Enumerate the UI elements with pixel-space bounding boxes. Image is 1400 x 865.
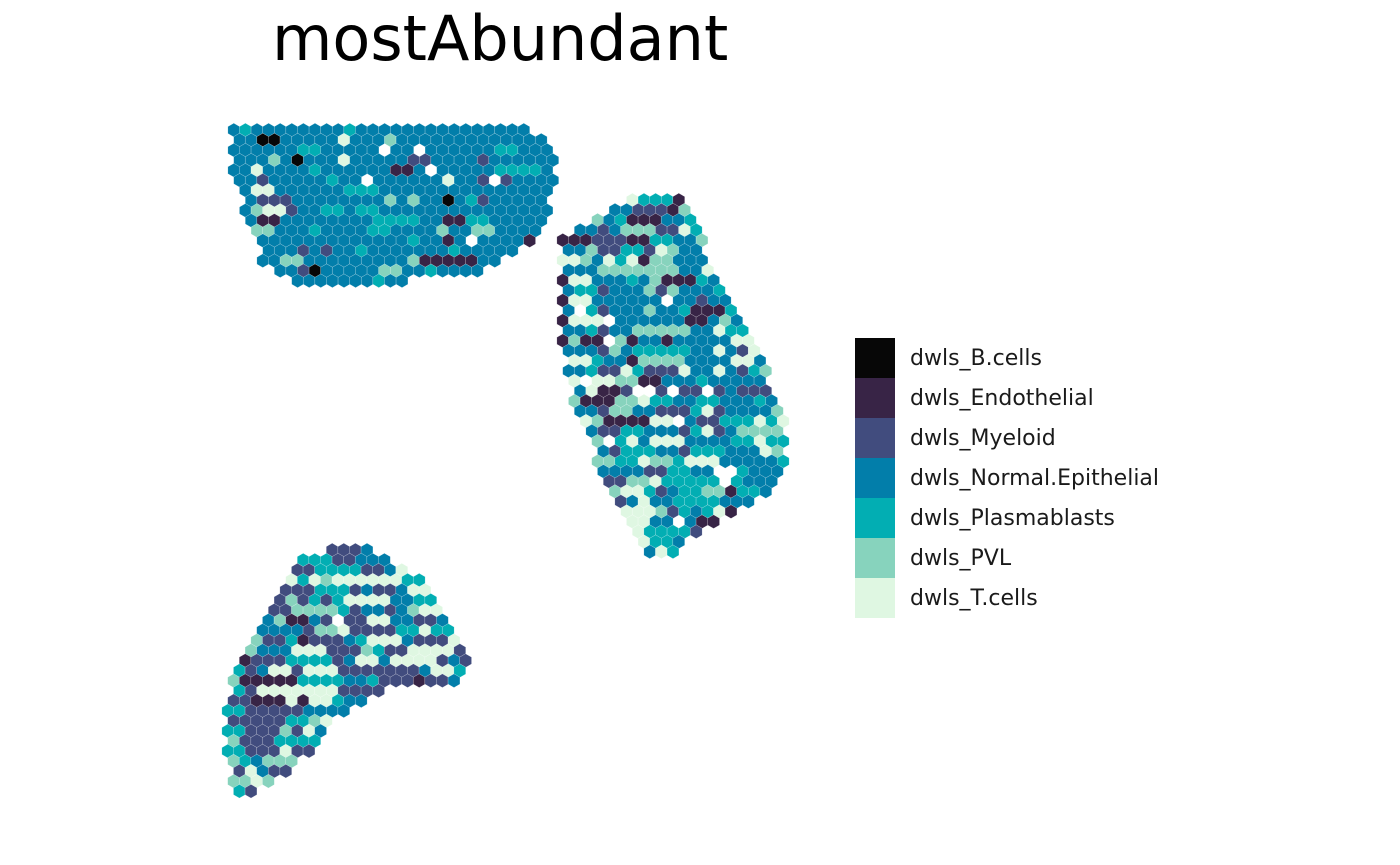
legend: dwls_B.cells dwls_Endothelial dwls_Myeloid… bbox=[855, 338, 1159, 618]
legend-label: dwls_Myeloid bbox=[910, 425, 1056, 451]
legend-item: dwls_Myeloid bbox=[855, 418, 1159, 458]
chart-title: mostAbundant bbox=[272, 2, 729, 75]
spot-hexagon bbox=[707, 514, 720, 529]
legend-swatch bbox=[855, 498, 895, 538]
spot-hexagon bbox=[372, 683, 385, 698]
legend-label: dwls_T.cells bbox=[910, 585, 1038, 611]
spot-hexagon bbox=[666, 544, 680, 559]
legend-label: dwls_Normal.Epithelial bbox=[910, 465, 1160, 491]
spot-hexagon bbox=[262, 774, 275, 789]
spot-hexagon bbox=[395, 273, 409, 288]
spot-hexagon bbox=[337, 703, 350, 718]
spot-hexagon bbox=[759, 484, 772, 499]
legend-swatch bbox=[855, 378, 895, 418]
spot-hexagon bbox=[724, 504, 738, 519]
legend-swatch bbox=[855, 338, 895, 378]
legend-swatch bbox=[855, 578, 895, 618]
spot-hexagon bbox=[471, 263, 484, 278]
legend-label: dwls_PVL bbox=[910, 545, 1012, 571]
spot-hexagon bbox=[523, 233, 536, 248]
spot-hexagon bbox=[355, 693, 368, 708]
legend-label: dwls_Plasmablasts bbox=[910, 505, 1115, 531]
legend-item: dwls_Plasmablasts bbox=[855, 498, 1159, 538]
spot-hexagon bbox=[488, 253, 501, 268]
legend-label: dwls_B.cells bbox=[910, 345, 1042, 371]
spot-hexagon bbox=[279, 764, 292, 779]
legend-swatch bbox=[855, 418, 895, 458]
spot-hexagon bbox=[302, 743, 316, 759]
legend-swatch bbox=[855, 458, 895, 498]
spot-hexagon bbox=[244, 784, 258, 799]
legend-item: dwls_Normal.Epithelial bbox=[855, 458, 1159, 498]
spot-hexagon bbox=[447, 673, 461, 688]
legend-label: dwls_Endothelial bbox=[910, 385, 1094, 411]
legend-item: dwls_B.cells bbox=[855, 338, 1159, 378]
legend-item: dwls_Endothelial bbox=[855, 378, 1159, 418]
legend-item: dwls_T.cells bbox=[855, 578, 1159, 618]
spot-layer bbox=[221, 122, 790, 799]
legend-swatch bbox=[855, 538, 895, 578]
legend-item: dwls_PVL bbox=[855, 538, 1159, 578]
spot-hexagon bbox=[690, 524, 703, 539]
spot-hexagon bbox=[742, 494, 755, 509]
spot-hexagon bbox=[506, 243, 519, 258]
